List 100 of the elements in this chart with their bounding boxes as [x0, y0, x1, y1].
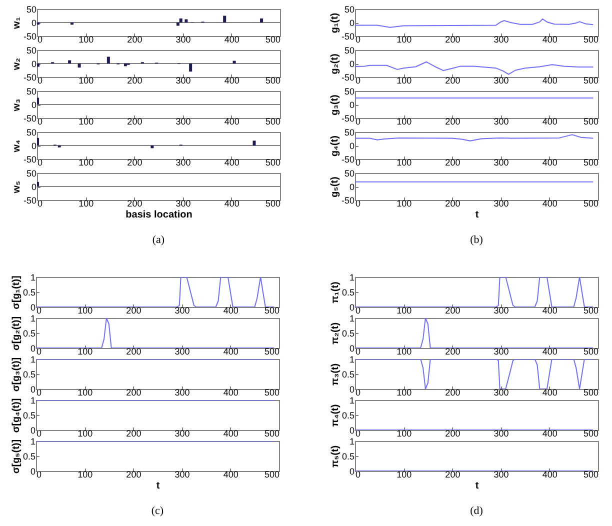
x-tick-label: 300: [494, 198, 509, 208]
y-axis-title: σ[g₃(t)]: [10, 357, 22, 392]
x-tick-label: 300: [494, 388, 509, 398]
x-tick-label: 300: [176, 34, 191, 44]
x-tick-label: 300: [176, 76, 191, 86]
y-tick-label: -50: [341, 32, 354, 42]
x-tick-label: 500: [583, 198, 598, 208]
y-axis-title: w₂: [11, 58, 22, 72]
x-tick-label: 200: [127, 158, 142, 168]
x-tick-label: 200: [445, 346, 460, 356]
y-tick-label: 1: [30, 314, 36, 324]
x-axis-title: t: [156, 480, 160, 492]
x-tick-label: 400: [542, 116, 558, 126]
x-tick-label: 100: [396, 76, 412, 86]
x-tick-label: 100: [396, 34, 412, 44]
x-tick-label: 200: [127, 116, 142, 126]
x-tick-label: 500: [265, 198, 280, 208]
x-tick-label: 400: [223, 388, 238, 398]
x-tick-label: 500: [264, 388, 280, 398]
x-tick-label: 400: [542, 470, 558, 480]
y-tick-label: 0: [31, 182, 36, 192]
y-axis-title: w₄: [11, 139, 22, 154]
x-tick-label: 200: [445, 116, 460, 126]
y-tick-label: 50: [344, 4, 354, 14]
x-tick-label: 200: [445, 306, 460, 316]
x-tick-label: 100: [396, 158, 412, 168]
x-tick-label: 200: [126, 346, 142, 356]
y-axis-title: g₅(t): [329, 176, 340, 198]
x-tick-label: 500: [264, 428, 280, 438]
y-tick-label: -50: [341, 114, 354, 124]
x-tick-label: 400: [223, 346, 238, 356]
x-tick-label: 400: [542, 346, 558, 356]
x-tick-label: 500: [264, 306, 280, 316]
y-tick-label: 50: [344, 46, 354, 56]
text: (a): [152, 234, 165, 246]
x-tick-label: 400: [542, 306, 558, 316]
x-tick-label: 300: [174, 346, 190, 356]
x-tick-label: 400: [223, 470, 238, 480]
x-axis-title: basis location: [126, 210, 192, 220]
x-tick-label: 300: [494, 76, 509, 86]
y-axis-title: π₁(t): [330, 282, 341, 304]
x-tick-label: 400: [224, 76, 240, 86]
y-axis-title: w₃: [11, 98, 22, 112]
x-tick-label: 200: [445, 388, 460, 398]
y-tick-label: 0.5: [342, 410, 354, 420]
x-tick-label: 400: [542, 158, 558, 168]
x-tick-label: 400: [223, 428, 238, 438]
y-tick-label: -50: [341, 154, 354, 164]
y-tick-label: 0: [31, 18, 36, 28]
x-tick-label: 300: [494, 346, 509, 356]
x-tick-label: 300: [176, 198, 191, 208]
x-tick-label: 400: [542, 34, 558, 44]
x-tick-label: 100: [78, 388, 93, 398]
x-tick-label: 300: [494, 306, 509, 316]
y-tick-label: -50: [341, 196, 354, 206]
x-tick-label: 200: [445, 158, 460, 168]
y-axis-title: π₄(t): [330, 404, 341, 427]
x-tick-label: 500: [264, 470, 280, 480]
y-tick-label: 0: [31, 59, 36, 69]
x-tick-label: 100: [396, 198, 412, 208]
x-tick-label: 100: [78, 470, 93, 480]
x-tick-label: 400: [224, 158, 240, 168]
y-tick-label: -50: [23, 114, 36, 124]
x-tick-label: 100: [78, 76, 94, 86]
x-tick-label: 300: [494, 428, 509, 438]
y-tick-label: 0.5: [22, 452, 36, 462]
x-tick-label: 100: [78, 116, 94, 126]
x-tick-label: 200: [445, 428, 460, 438]
y-axis-title: g₃(t): [329, 94, 340, 116]
y-tick-label: 50: [344, 86, 354, 96]
x-tick-label: 100: [78, 34, 94, 44]
y-axis-title: σ[g₄(t)]: [10, 398, 22, 433]
x-tick-label: 400: [542, 428, 558, 438]
x-tick-label: 300: [494, 470, 509, 480]
x-tick-label: 400: [224, 116, 240, 126]
y-axis-title: g₂(t): [329, 54, 340, 74]
y-tick-label: 1: [349, 272, 354, 282]
y-tick-label: 0: [349, 182, 354, 192]
x-tick-label: 500: [265, 76, 280, 86]
y-tick-label: 50: [26, 46, 36, 56]
y-axis-title: g₁(t): [329, 12, 340, 34]
x-tick-label: 400: [224, 198, 240, 208]
y-tick-label: 50: [26, 168, 36, 178]
x-tick-label: 400: [224, 34, 240, 44]
y-tick-label: -50: [23, 32, 36, 42]
text: (c): [151, 505, 164, 517]
x-tick-label: 200: [126, 388, 142, 398]
x-tick-label: 500: [583, 158, 598, 168]
x-tick-label: 500: [583, 388, 598, 398]
x-tick-label: 300: [174, 428, 190, 438]
x-tick-label: 100: [78, 158, 94, 168]
x-tick-label: 200: [445, 198, 460, 208]
y-tick-label: -50: [23, 154, 36, 164]
y-tick-label: 0: [349, 141, 354, 151]
y-tick-label: 0: [349, 59, 354, 69]
x-tick-label: 500: [265, 158, 280, 168]
y-axis-title: π₃(t): [330, 363, 341, 386]
x-tick-label: 100: [396, 116, 412, 126]
x-tick-label: 400: [223, 306, 238, 316]
x-tick-label: 100: [78, 198, 94, 208]
